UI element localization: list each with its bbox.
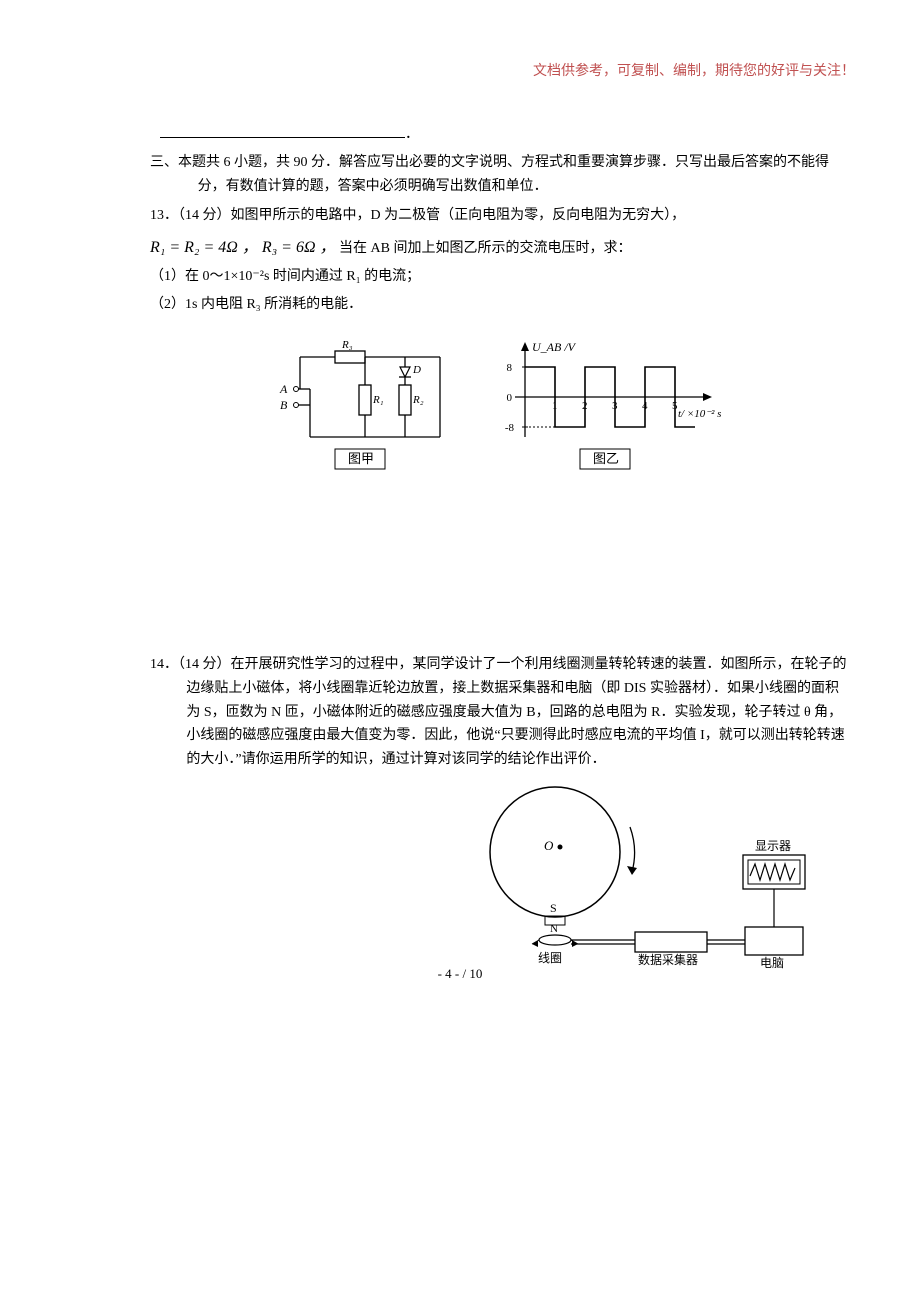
q14-text: 在开展研究性学习的过程中，某同学设计了一个利用线圈测量转轮转速的装置．如图所示，… xyxy=(186,657,846,767)
section-3-text: 本题共 6 小题，共 90 分．解答应写出必要的文字说明、方程式和重要演算步骤．… xyxy=(178,155,829,194)
q13-sub1: （1）在 0～1×10⁻²s 时间内通过 R₁ 的电流； xyxy=(150,265,850,289)
q13-sub2: （2）1s 内电阻 R₃ 所消耗的电能． xyxy=(150,293,850,317)
r2-label: R₂ xyxy=(412,394,424,406)
x-axis-label: t/ ×10⁻² s xyxy=(678,408,721,420)
page-sep: / xyxy=(459,966,469,981)
blank-trail: ． xyxy=(405,127,419,142)
d-label: D xyxy=(412,364,421,376)
main-content: ． 三、本题共 6 小题，共 90 分．解答应写出必要的文字说明、方程式和重要演… xyxy=(60,60,860,972)
r1-label: R₁ xyxy=(372,394,384,406)
ytick-0: 0 xyxy=(507,392,513,404)
ytick-8: 8 xyxy=(507,362,513,374)
q13-formula: R₁ = R₂ = 4Ω ， R₃ = 6Ω ， xyxy=(150,239,336,256)
y-axis-label: U_AB /V xyxy=(532,340,577,354)
section-3-label: 三、 xyxy=(150,155,178,170)
q13-figures: R₃ A B xyxy=(150,337,850,477)
fig-yi-label: 图乙 xyxy=(593,451,619,466)
q14-figure-wrap: O S N 线圈 xyxy=(150,772,850,972)
q14-stem: 14．（14 分）在开展研究性学习的过程中，某同学设计了一个利用线圈测量转轮转速… xyxy=(150,653,850,772)
page-total: 10 xyxy=(469,966,482,981)
fig-jia-label: 图甲 xyxy=(348,451,374,466)
q13-text: 如图甲所示的电路中，D 为二极管（正向电阻为零，反向电阻为无穷大）， xyxy=(231,208,686,223)
magnet-n: N xyxy=(550,923,558,935)
q13-chart-svg: 8 0 -8 1 2 3 xyxy=(500,337,730,477)
q13-points: （14 分） xyxy=(178,208,231,223)
spacer xyxy=(60,477,860,647)
q13-formula-line: R₁ = R₂ = 4Ω ， R₃ = 6Ω ， 当在 AB 间加上如图乙所示的… xyxy=(150,234,850,261)
q13-formula-trail: 当在 AB 间加上如图乙所示的交流电压时，求： xyxy=(336,241,632,256)
q13-stem: 13．（14 分）如图甲所示的电路中，D 为二极管（正向电阻为零，反向电阻为无穷… xyxy=(150,204,850,228)
q14-points: （14 分） xyxy=(178,657,231,672)
collector-label: 数据采集器 xyxy=(638,952,698,967)
question-13: 13．（14 分）如图甲所示的电路中，D 为二极管（正向电阻为零，反向电阻为无穷… xyxy=(150,204,850,477)
node-a: A xyxy=(279,382,288,396)
question-14: 14．（14 分）在开展研究性学习的过程中，某同学设计了一个利用线圈测量转轮转速… xyxy=(150,653,850,972)
page-current: - 4 - xyxy=(438,966,460,981)
q13-circuit-svg: R₃ A B xyxy=(270,337,460,477)
page-number: - 4 - / 10 xyxy=(0,966,920,982)
center-o: O xyxy=(544,838,554,853)
node-b: B xyxy=(280,398,288,412)
blank-answer-line: ． xyxy=(60,120,860,143)
display-label: 显示器 xyxy=(755,839,791,853)
magnet-s: S xyxy=(550,901,557,915)
ytick-neg8: -8 xyxy=(505,422,515,434)
r3-label: R₃ xyxy=(341,339,353,351)
header-note: 文档供参考，可复制、编制，期待您的好评与关注！ xyxy=(533,60,855,80)
q14-diagram-svg: O S N 线圈 xyxy=(460,772,820,972)
section-3-heading: 三、本题共 6 小题，共 90 分．解答应写出必要的文字说明、方程式和重要演算步… xyxy=(150,151,850,199)
q14-number: 14． xyxy=(150,657,178,672)
q13-number: 13． xyxy=(150,208,178,223)
coil-label: 线圈 xyxy=(538,951,562,965)
